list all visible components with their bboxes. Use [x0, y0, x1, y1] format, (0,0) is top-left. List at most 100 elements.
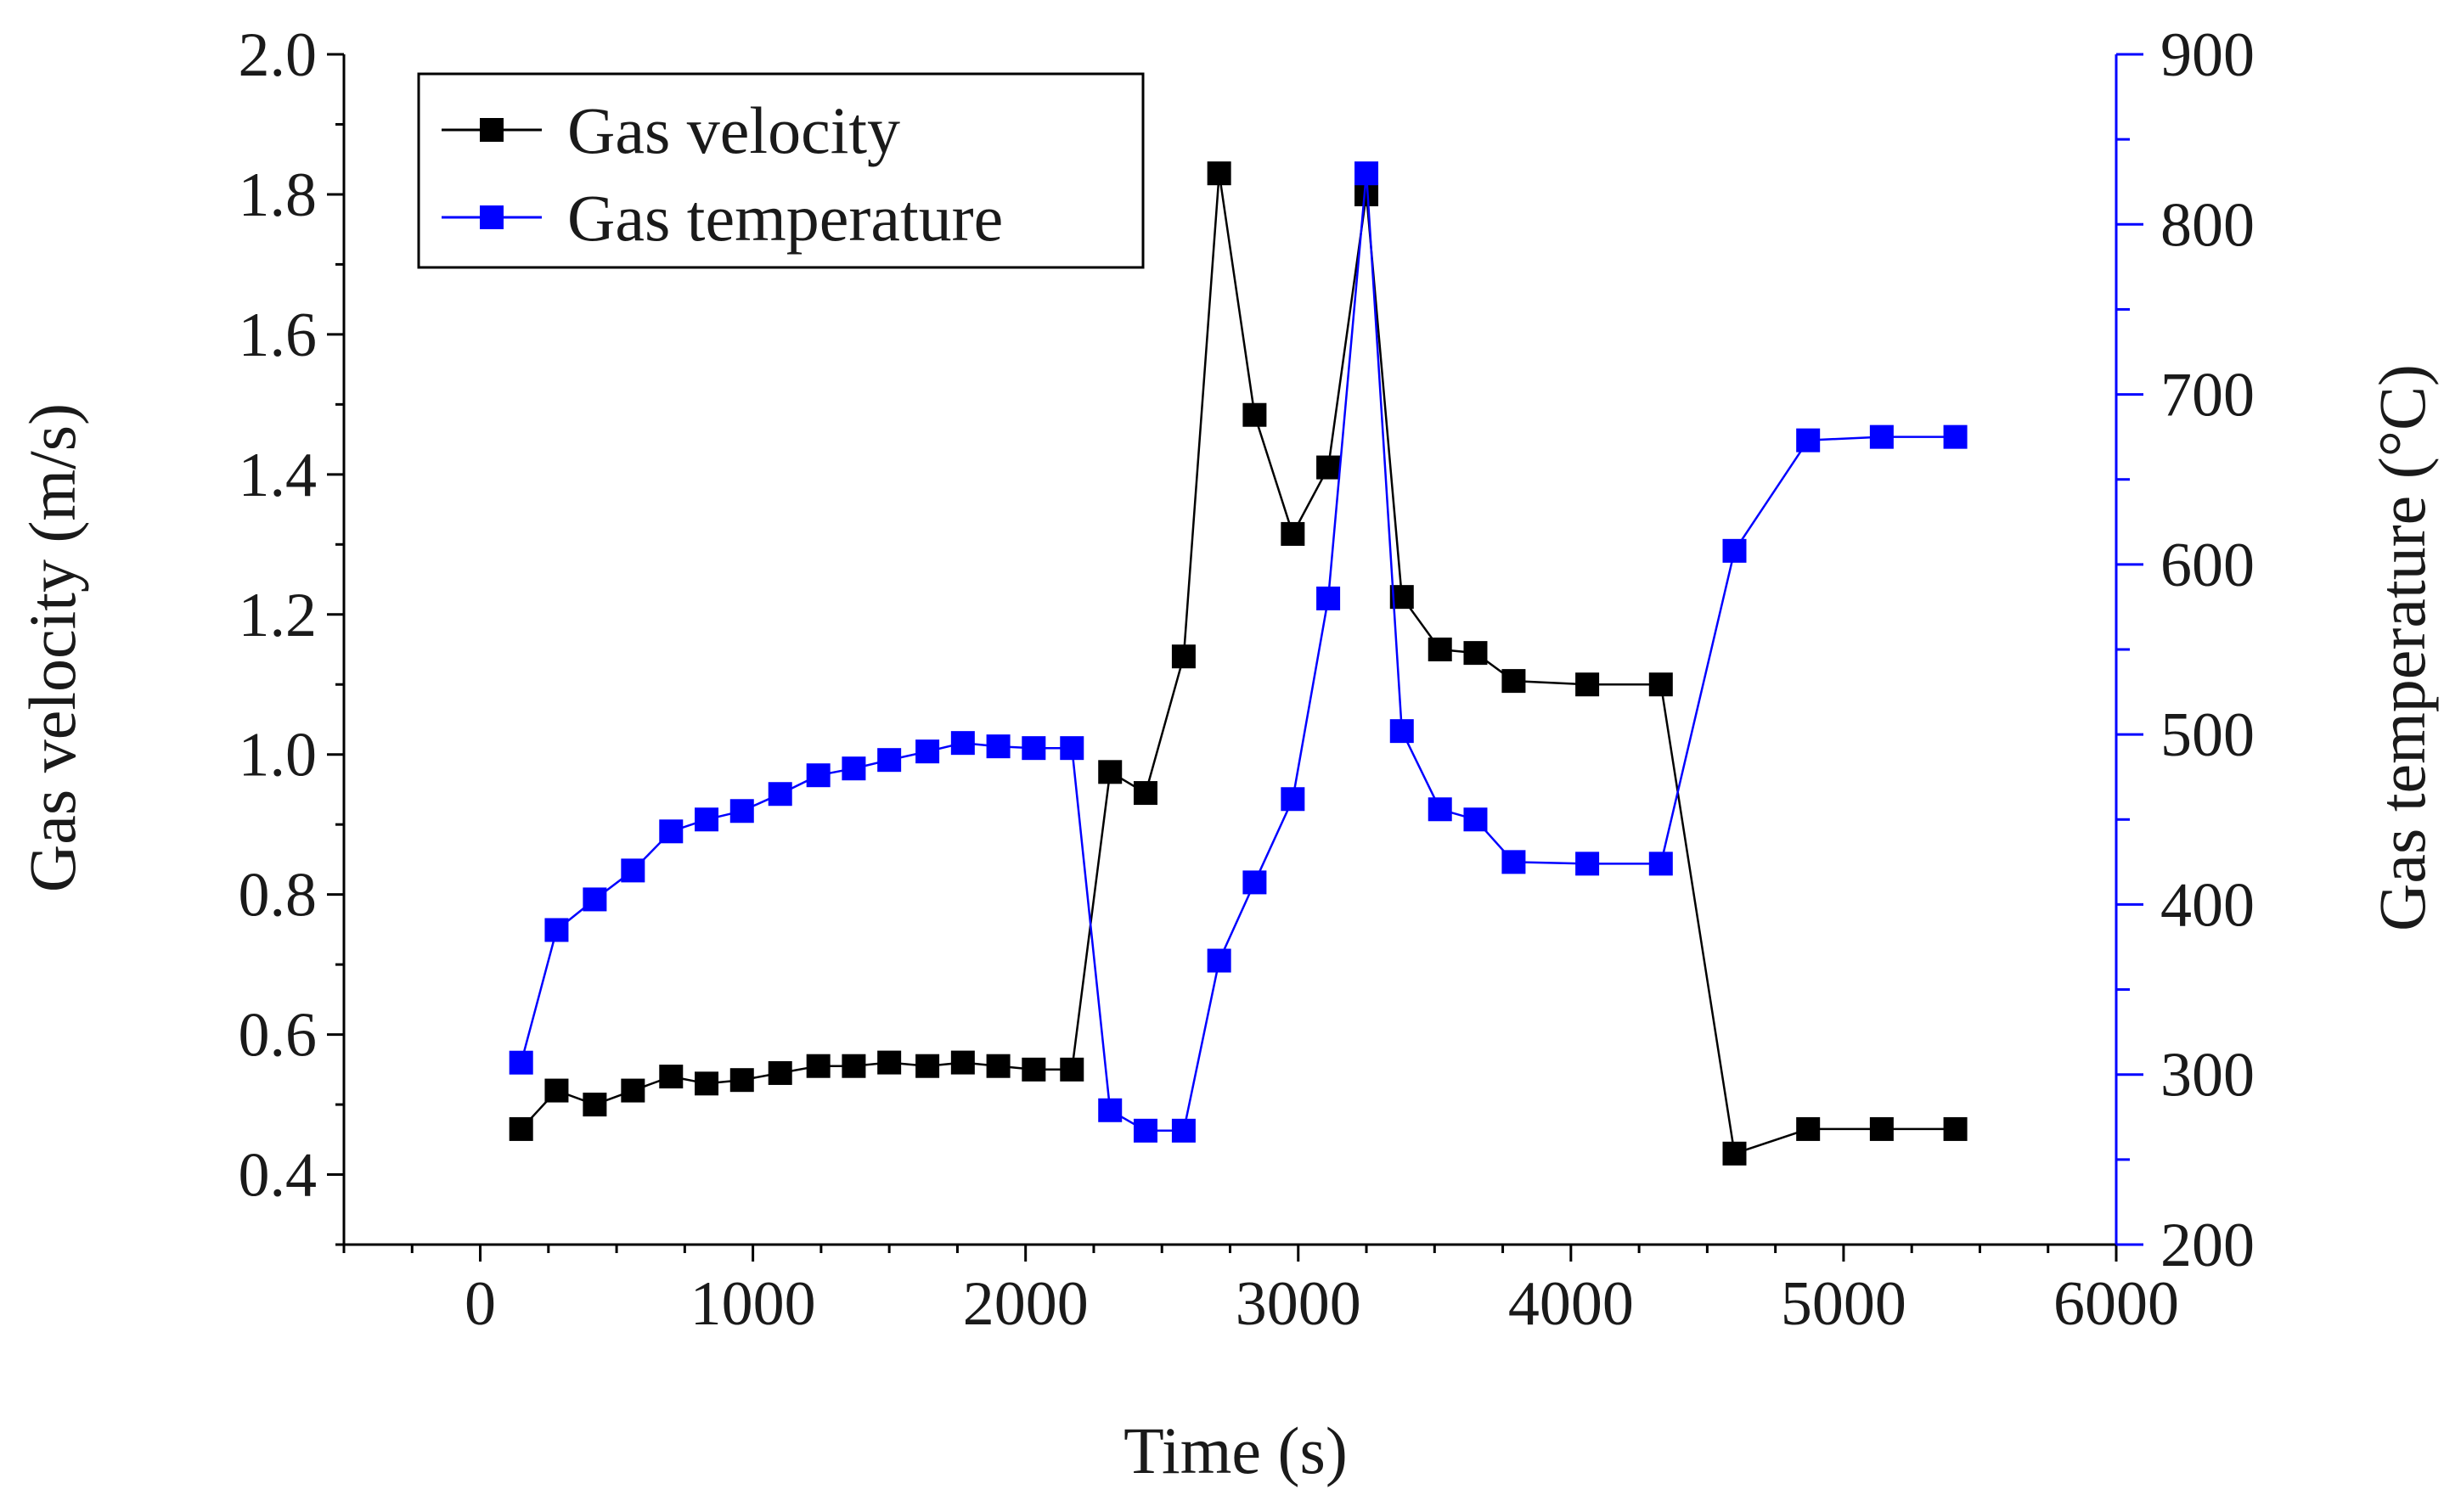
- x-tick-label: 0: [465, 1269, 496, 1339]
- data-point-gas-temperature: [1722, 538, 1747, 563]
- data-point-gas-velocity: [1943, 1116, 1968, 1141]
- data-point-gas-velocity: [659, 1065, 684, 1089]
- y-left-tick-label: 1.8: [239, 160, 318, 230]
- data-point-gas-velocity: [1171, 644, 1196, 669]
- y-right-tick-label: 400: [2160, 870, 2255, 940]
- y-axis-left-title: Gas velocity (m/s): [15, 403, 89, 892]
- data-point-gas-temperature: [621, 858, 645, 883]
- data-point-gas-velocity: [1281, 521, 1305, 546]
- data-point-gas-velocity: [1463, 641, 1488, 666]
- data-point-gas-temperature: [695, 807, 719, 832]
- data-point-gas-temperature: [1648, 852, 1673, 876]
- y-left-tick-label: 1.6: [239, 301, 318, 370]
- series-line-gas-temperature: [520, 173, 1956, 1133]
- data-point-gas-temperature: [1022, 736, 1046, 761]
- x-axis: 0 1000 2000 3000 4000 5000 6000: [342, 1245, 2179, 1339]
- data-point-gas-velocity: [1575, 672, 1600, 697]
- data-point-gas-temperature: [1869, 424, 1894, 449]
- data-point-gas-velocity: [1207, 161, 1231, 186]
- data-point-gas-velocity: [950, 1050, 975, 1075]
- data-point-gas-temperature: [1281, 787, 1305, 812]
- data-point-gas-temperature: [986, 734, 1011, 759]
- data-point-gas-velocity: [1796, 1116, 1821, 1141]
- x-tick-label: 1000: [690, 1269, 816, 1339]
- data-point-gas-temperature: [1098, 1098, 1123, 1122]
- x-tick-label: 5000: [1781, 1269, 1906, 1339]
- legend-marker-gas-temperature: [480, 205, 504, 229]
- legend-label-gas-velocity: Gas velocity: [567, 93, 900, 167]
- x-tick-label: 4000: [1508, 1269, 1634, 1339]
- y-left-tick-label: 1.0: [239, 721, 318, 790]
- data-point-gas-velocity: [768, 1060, 792, 1085]
- data-point-gas-velocity: [1428, 638, 1452, 661]
- data-point-gas-temperature: [1463, 807, 1488, 832]
- data-point-gas-temperature: [1943, 424, 1968, 449]
- y-right-tick-label: 800: [2160, 190, 2255, 260]
- data-point-gas-velocity: [509, 1116, 533, 1141]
- legend-marker-gas-velocity: [480, 118, 504, 142]
- data-point-gas-temperature: [1171, 1118, 1196, 1143]
- data-point-gas-velocity: [1648, 672, 1673, 697]
- data-point-gas-velocity: [695, 1071, 719, 1096]
- x-tick-label: 2000: [963, 1269, 1089, 1339]
- data-point-gas-velocity: [877, 1050, 902, 1075]
- data-point-gas-velocity: [729, 1068, 754, 1093]
- data-point-gas-velocity: [1501, 669, 1526, 694]
- legend-label-gas-temperature: Gas temperature: [567, 181, 1003, 255]
- series-gas-temperature: [509, 161, 1968, 1143]
- y-axis-left: 0.4 0.6 0.8 1.0 1.2 1.4 1.6 1.8 2.0: [239, 20, 344, 1246]
- data-point-gas-temperature: [842, 756, 866, 781]
- data-point-gas-velocity: [583, 1093, 607, 1117]
- data-point-gas-velocity: [1722, 1141, 1747, 1166]
- x-tick-label: 3000: [1236, 1269, 1361, 1339]
- data-point-gas-temperature: [915, 739, 940, 764]
- data-point-gas-velocity: [1022, 1057, 1046, 1082]
- data-point-gas-velocity: [544, 1078, 569, 1103]
- data-point-gas-temperature: [729, 799, 754, 823]
- data-point-gas-temperature: [950, 731, 975, 756]
- y-left-tick-label: 2.0: [239, 20, 318, 90]
- data-point-gas-velocity: [1060, 1057, 1084, 1082]
- data-point-gas-temperature: [659, 819, 684, 844]
- data-point-gas-temperature: [1501, 850, 1526, 874]
- data-point-gas-temperature: [1575, 852, 1600, 876]
- data-point-gas-temperature: [877, 748, 902, 773]
- legend-entry-gas-velocity: Gas velocity: [442, 93, 900, 167]
- data-point-gas-velocity: [915, 1054, 940, 1078]
- data-point-gas-temperature: [1796, 428, 1821, 452]
- y-left-tick-label: 0.6: [239, 1001, 318, 1071]
- data-point-gas-velocity: [842, 1054, 866, 1078]
- y-right-tick-label: 300: [2160, 1041, 2255, 1110]
- y-axis-right-title: Gas temperature (°C): [2365, 364, 2439, 931]
- y-right-tick-label: 900: [2160, 20, 2255, 90]
- data-point-gas-temperature: [583, 887, 607, 912]
- data-point-gas-temperature: [509, 1050, 533, 1075]
- y-left-tick-label: 0.8: [239, 861, 318, 930]
- y-right-tick-label: 700: [2160, 361, 2255, 430]
- data-point-gas-velocity: [1133, 781, 1157, 806]
- y-left-tick-label: 0.4: [239, 1141, 318, 1211]
- x-tick-label: 6000: [2053, 1269, 2179, 1339]
- data-point-gas-velocity: [986, 1054, 1011, 1078]
- data-point-gas-temperature: [1207, 948, 1231, 973]
- legend-box: [417, 72, 1145, 269]
- data-point-gas-velocity: [1316, 455, 1341, 480]
- data-point-gas-temperature: [544, 918, 569, 942]
- data-point-gas-velocity: [621, 1078, 645, 1103]
- data-point-gas-temperature: [768, 782, 792, 807]
- data-point-gas-velocity: [1869, 1116, 1894, 1141]
- data-point-gas-temperature: [1242, 870, 1267, 895]
- data-point-gas-temperature: [1428, 797, 1452, 822]
- y-right-tick-label: 500: [2160, 700, 2255, 770]
- legend: Gas velocity Gas temperature: [417, 72, 1145, 269]
- data-point-gas-velocity: [1098, 760, 1123, 784]
- series-layer: [509, 161, 1968, 1166]
- data-point-gas-temperature: [1316, 586, 1341, 610]
- data-point-gas-temperature: [1133, 1118, 1157, 1143]
- y-right-tick-label: 600: [2160, 531, 2255, 600]
- data-point-gas-temperature: [1354, 161, 1379, 186]
- data-point-gas-temperature: [1060, 736, 1084, 761]
- data-point-gas-velocity: [806, 1054, 831, 1078]
- series-gas-velocity: [509, 161, 1968, 1166]
